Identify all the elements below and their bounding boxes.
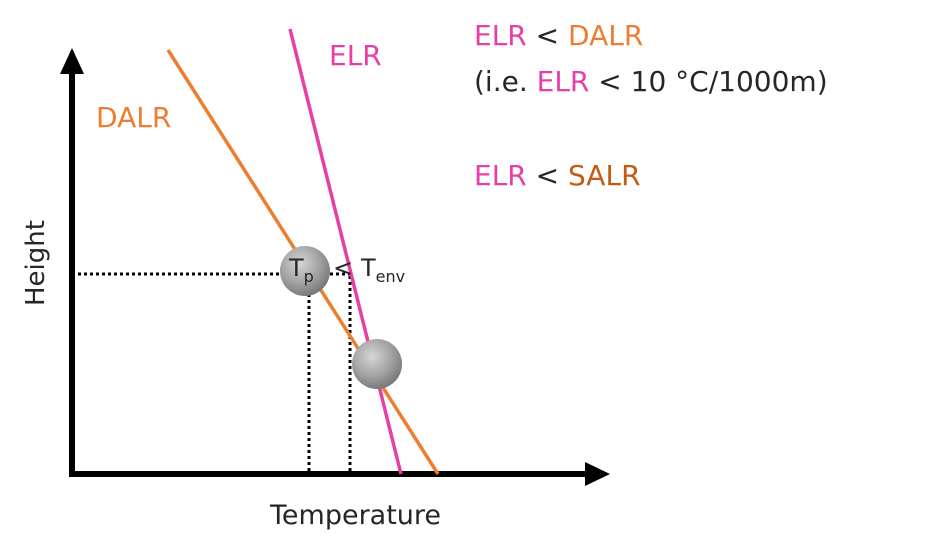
condition1-elr: ELR [474,19,527,52]
condition2-rest: < 10 °C/1000m) [589,65,828,98]
condition3-op: < [526,159,569,192]
env-temp-label: Tenv [360,254,405,286]
y-axis-label: Height [21,220,51,306]
air-parcel-lower [352,339,402,389]
condition-elr-lt-dalr: ELR < DALR [474,22,643,50]
condition3-salr: SALR [568,159,641,192]
air-parcel-upper [280,246,330,296]
elr-line [288,28,403,475]
condition3-elr: ELR [474,159,527,192]
parcel-temp-label: Tp [288,254,314,286]
x-axis-arrowhead [585,462,610,486]
comparison-sign: < [333,254,353,282]
env-temp-subscript: env [376,267,405,286]
y-axis-arrowhead [60,48,84,74]
x-axis-label: Temperature [269,500,441,531]
parcel-temp-subscript: p [304,267,314,286]
dalr-label: DALR [96,101,171,134]
elr-label: ELR [329,39,382,72]
condition-elr-rate: (i.e. ELR < 10 °C/1000m) [474,68,828,96]
condition1-dalr: DALR [568,19,644,52]
condition2-prefix: (i.e. [474,65,537,98]
condition1-op: < [526,19,569,52]
condition2-elr: ELR [536,65,590,98]
condition-elr-lt-salr: ELR < SALR [474,162,641,190]
